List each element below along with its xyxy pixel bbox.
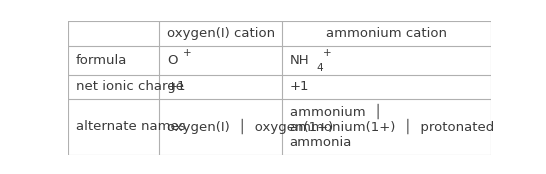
Text: net ionic charge: net ionic charge	[76, 80, 184, 93]
Text: alternate names: alternate names	[76, 120, 186, 133]
Text: ammonium(1+)  │  protonated: ammonium(1+) │ protonated	[289, 119, 494, 135]
Text: oxygen(I)  │  oxygen(1+): oxygen(I) │ oxygen(1+)	[167, 119, 333, 135]
Text: formula: formula	[76, 54, 127, 67]
Text: ammonia: ammonia	[289, 136, 352, 149]
Text: oxygen(I) cation: oxygen(I) cation	[167, 27, 275, 40]
Text: +1: +1	[289, 80, 309, 93]
Text: +: +	[183, 48, 192, 58]
Text: NH: NH	[289, 54, 309, 67]
Text: +: +	[323, 48, 331, 58]
Text: ammonium  │: ammonium │	[289, 104, 382, 119]
Text: +1: +1	[167, 80, 186, 93]
Text: 4: 4	[316, 63, 323, 73]
Text: ammonium cation: ammonium cation	[326, 27, 447, 40]
Text: O: O	[167, 54, 177, 67]
